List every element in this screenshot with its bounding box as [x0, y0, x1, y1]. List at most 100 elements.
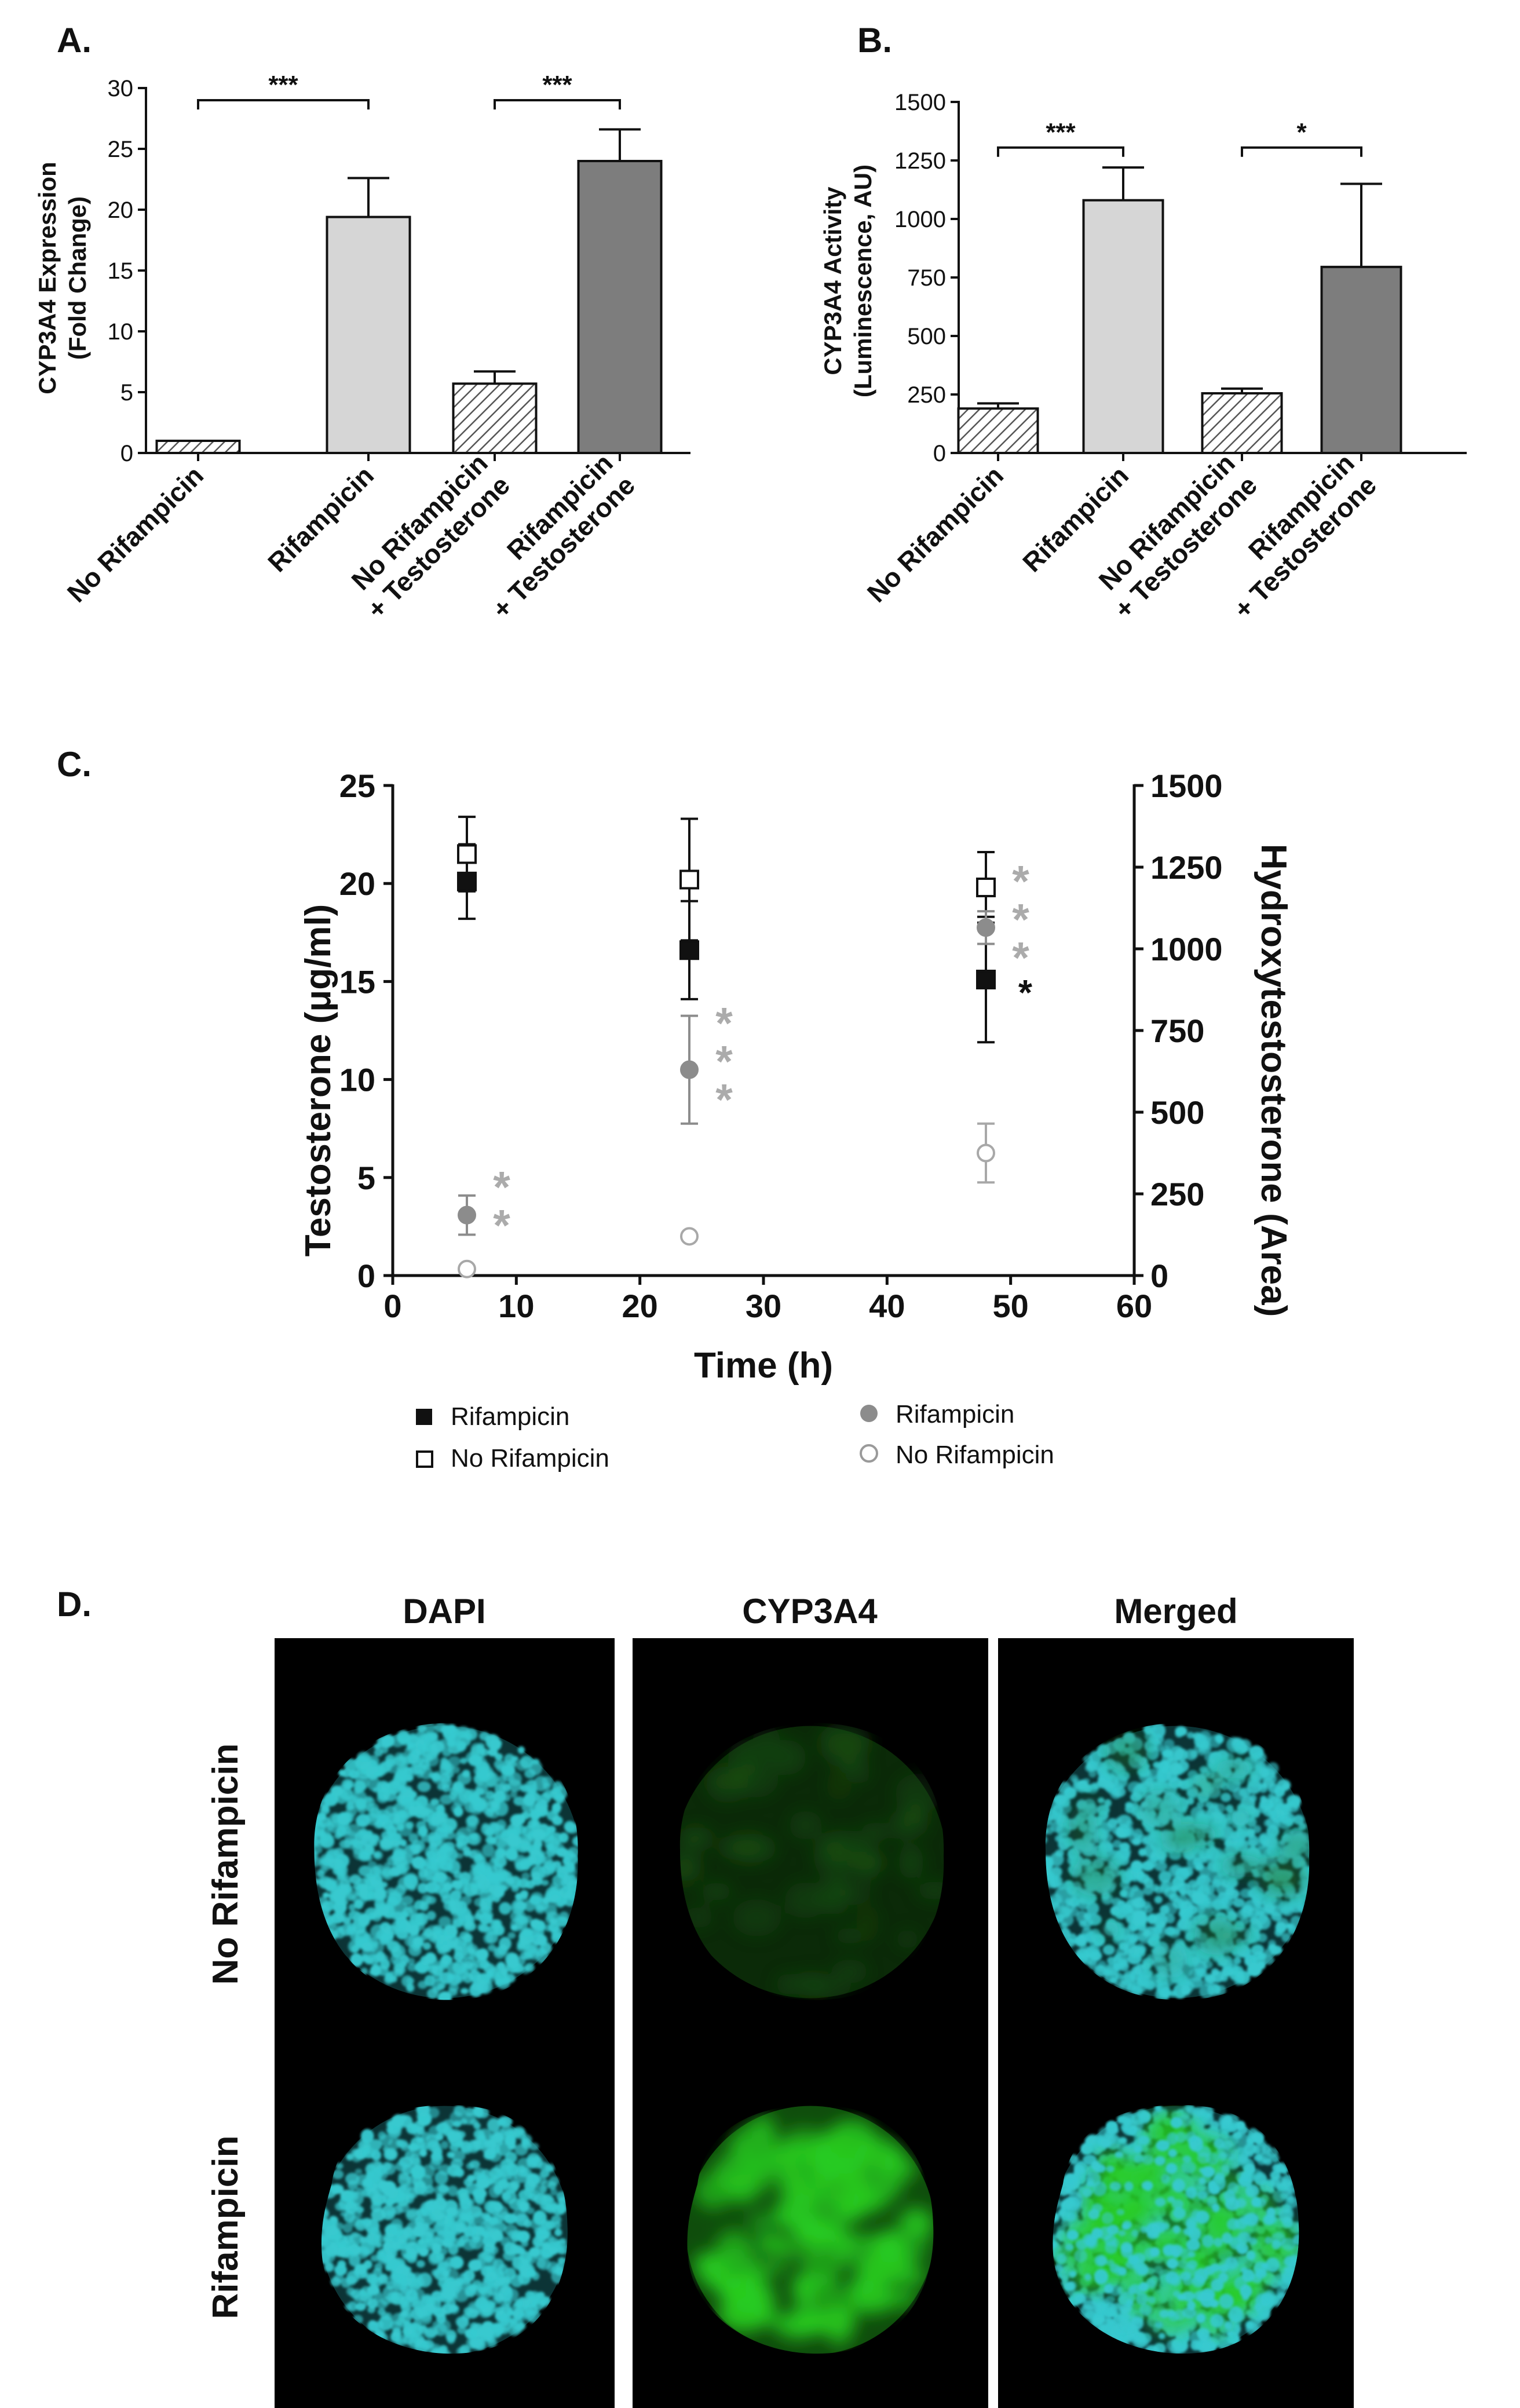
cell-nucleus — [1120, 2244, 1134, 2258]
cell-nucleus — [1236, 2242, 1249, 2254]
cell-nucleus — [1154, 2104, 1163, 2111]
chart-a-bar — [326, 215, 411, 454]
cell-nucleus — [416, 2245, 426, 2254]
cell-nucleus — [559, 1886, 573, 1899]
cell-nucleus — [1135, 2292, 1149, 2305]
cell-nucleus — [1057, 2226, 1066, 2234]
cell-nucleus — [1159, 2310, 1170, 2318]
microscopy-panel: DAPI CYP3A4 Merged No Rifampicin Rifampi… — [206, 1592, 1354, 2408]
cell-nucleus — [547, 2200, 558, 2212]
cell-nucleus — [1086, 2134, 1099, 2145]
cell-nucleus — [515, 1892, 522, 1901]
cell-nucleus — [1114, 1980, 1126, 1989]
cell-nucleus — [1214, 2137, 1225, 2149]
cell-nucleus — [370, 2254, 379, 2262]
cell-nucleus — [1075, 2165, 1085, 2173]
cell-nucleus — [382, 2162, 392, 2171]
cell-nucleus — [440, 2140, 449, 2150]
panel-label-b: B. — [857, 21, 892, 60]
cell-nucleus — [488, 2301, 496, 2309]
cell-nucleus — [1177, 1781, 1185, 1787]
cell-nucleus — [1182, 2155, 1192, 2163]
cell-nucleus — [1118, 2230, 1126, 2237]
cell-nucleus — [466, 1815, 478, 1826]
cell-nucleus — [1251, 2274, 1262, 2283]
cell-nucleus — [488, 1944, 496, 1952]
cell-nucleus — [469, 2160, 480, 2169]
cell-nucleus — [1061, 2218, 1070, 2227]
cell-nucleus — [1266, 2207, 1276, 2218]
cell-nucleus — [544, 2164, 552, 2172]
cell-nucleus — [563, 1874, 578, 1887]
cell-nucleus — [1126, 1914, 1138, 1925]
cell-nucleus — [355, 1936, 368, 1947]
cell-nucleus — [1245, 2184, 1259, 2198]
cell-nucleus — [1225, 2257, 1238, 2270]
cell-nucleus — [330, 2221, 338, 2228]
cell-nucleus — [1083, 2300, 1097, 2311]
cell-nucleus — [422, 1942, 432, 1950]
cell-nucleus — [547, 1825, 556, 1833]
cell-nucleus — [400, 2300, 409, 2309]
cell-nucleus — [1247, 2250, 1256, 2260]
cell-nucleus — [1138, 2282, 1149, 2292]
cell-nucleus — [481, 2140, 496, 2155]
cell-nucleus — [501, 2191, 511, 2201]
cell-nucleus — [557, 2198, 565, 2204]
cell-nucleus — [443, 1924, 458, 1939]
cell-nucleus — [1251, 1944, 1265, 1955]
cell-nucleus — [1146, 1746, 1159, 1760]
cyp3a4-stain-region — [1216, 1927, 1256, 1943]
cyp3a4-stain-region — [834, 1927, 865, 1945]
chart-c-xlabel: Time (h) — [694, 1346, 833, 1386]
cell-nucleus — [374, 1898, 386, 1910]
cell-nucleus — [419, 2325, 427, 2332]
chart-c-x-tick-label: 60 — [1116, 1288, 1152, 1324]
cell-nucleus — [348, 1910, 361, 1920]
cell-nucleus — [1161, 2174, 1170, 2184]
cyp3a4-stain-region — [1150, 1942, 1188, 1979]
cell-nucleus — [370, 1964, 382, 1976]
cell-nucleus — [1131, 1969, 1142, 1981]
cell-nucleus — [551, 2215, 562, 2224]
cell-nucleus — [1150, 1923, 1166, 1940]
chart-c-left-tick-label: 10 — [339, 1062, 375, 1098]
cell-nucleus — [506, 1828, 517, 1837]
cell-nucleus — [443, 1724, 458, 1741]
cell-nucleus — [1143, 1726, 1153, 1735]
cell-nucleus — [504, 2288, 519, 2302]
chart-c-left-tick-label: 20 — [339, 865, 375, 902]
chart-b-bar — [1082, 199, 1164, 454]
cell-nucleus — [469, 2283, 478, 2292]
spheroid — [1045, 1723, 1310, 2000]
cell-nucleus — [405, 1821, 414, 1829]
cell-nucleus — [535, 1923, 546, 1932]
cell-nucleus — [1074, 1935, 1087, 1946]
cell-nucleus — [477, 1948, 489, 1960]
nuclei-layer — [314, 1723, 578, 2000]
cell-nucleus — [420, 1955, 431, 1965]
chart-a-y-tick-label: 25 — [108, 137, 134, 162]
cell-nucleus — [529, 1847, 539, 1856]
cell-nucleus — [447, 1860, 461, 1874]
cell-nucleus — [532, 2174, 542, 2183]
cell-nucleus — [1139, 2304, 1152, 2316]
cell-nucleus — [1205, 1975, 1216, 1984]
chart-b-ylabel-line2: (Luminescence, AU) — [849, 165, 876, 397]
cyp3a4-stain-region — [831, 1959, 868, 1983]
cell-nucleus — [1094, 1964, 1107, 1977]
cell-nucleus — [473, 2105, 484, 2117]
cell-nucleus — [481, 1824, 491, 1835]
cell-nucleus — [1130, 1792, 1142, 1803]
cell-nucleus — [539, 2169, 550, 2178]
cell-nucleus — [360, 2218, 369, 2225]
chart-c-significance-star: * — [1018, 973, 1033, 1013]
cell-nucleus — [502, 1793, 511, 1802]
cell-nucleus — [528, 2290, 542, 2305]
cell-nucleus — [421, 2340, 431, 2350]
cell-nucleus — [1264, 1903, 1276, 1914]
cell-nucleus — [452, 1880, 463, 1890]
cell-nucleus — [341, 2278, 352, 2288]
cell-nucleus — [1134, 2154, 1144, 2164]
cell-nucleus — [335, 2162, 344, 2169]
